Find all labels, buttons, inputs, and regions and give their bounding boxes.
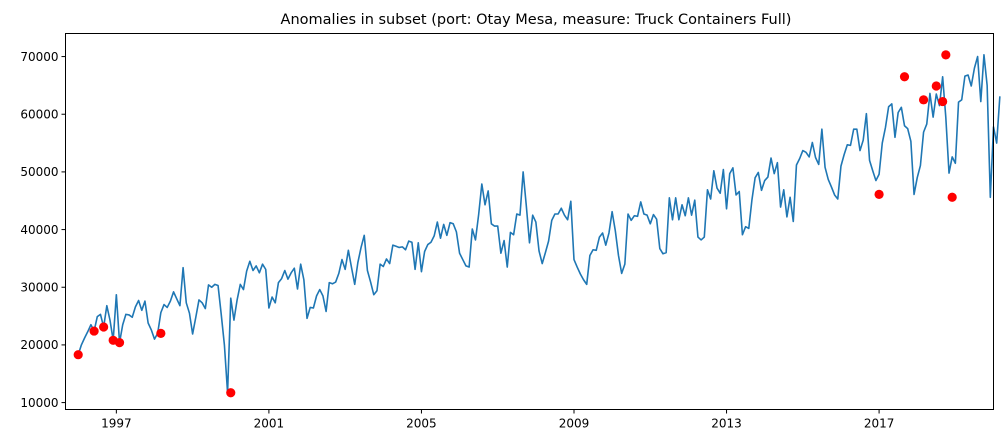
anomaly-point (73, 350, 83, 360)
x-tick-label: 1997 (101, 417, 132, 431)
anomaly-point (947, 192, 957, 202)
y-tick-label: 60000 (20, 108, 58, 122)
x-tick-label: 2013 (711, 417, 742, 431)
anomaly-points (73, 50, 957, 398)
series-line (77, 54, 1001, 394)
anomaly-point (99, 322, 109, 332)
x-tick-label: 2017 (864, 417, 895, 431)
y-tick-label: 40000 (20, 223, 58, 237)
y-axis: 10000 20000 30000 40000 50000 60000 70000 (20, 50, 66, 410)
anomaly-point (226, 388, 236, 398)
chart-title: Anomalies in subset (port: Otay Mesa, me… (281, 12, 792, 28)
y-tick-label: 70000 (20, 50, 58, 64)
x-tick-label: 2005 (406, 417, 437, 431)
anomaly-point (941, 50, 951, 60)
y-tick-label: 50000 (20, 165, 58, 179)
anomaly-point (156, 328, 166, 338)
anomaly-point (918, 95, 929, 105)
anomaly-point (114, 338, 125, 348)
anomaly-point (931, 81, 941, 91)
y-tick-label: 30000 (20, 281, 58, 295)
y-tick-label: 20000 (20, 338, 58, 352)
plot-area-frame (65, 33, 994, 410)
anomaly-point (874, 189, 884, 199)
x-axis: 1997 2001 2005 2009 2013 2017 (101, 409, 895, 431)
anomaly-point (938, 96, 948, 107)
x-tick-label: 2001 (254, 417, 285, 431)
y-tick-label: 10000 (20, 396, 58, 410)
anomaly-point (899, 72, 910, 82)
anomaly-point (89, 326, 99, 336)
line-layer (77, 54, 1001, 394)
x-tick-label: 2009 (559, 417, 590, 431)
